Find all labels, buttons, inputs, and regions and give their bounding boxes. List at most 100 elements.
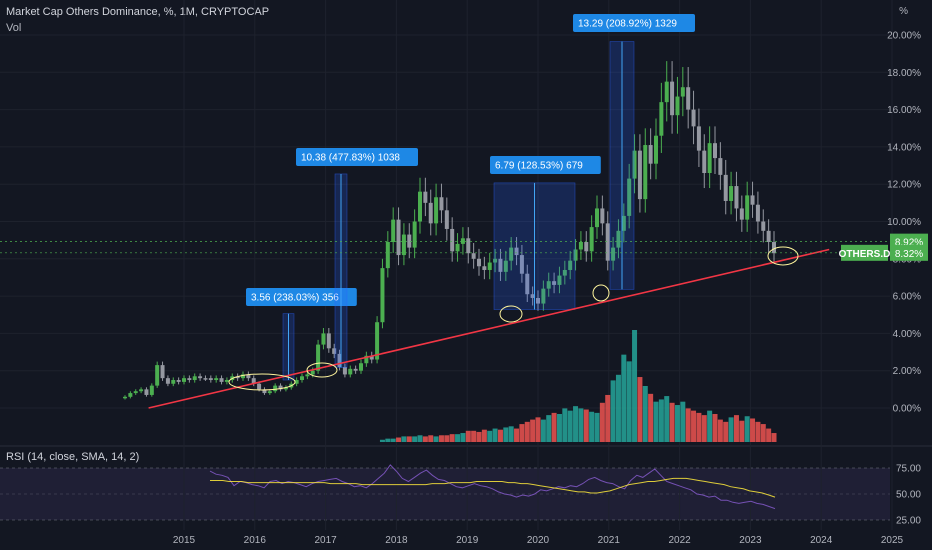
- measure-label: 3.56 (238.03%) 356: [251, 293, 339, 304]
- candle: [407, 234, 412, 248]
- volume-bar: [691, 410, 697, 442]
- candle: [434, 197, 439, 224]
- candle: [182, 378, 186, 382]
- volume-bar: [438, 435, 444, 442]
- candle: [503, 260, 508, 272]
- candle: [578, 242, 583, 250]
- candle: [739, 208, 744, 220]
- volume-bar: [723, 421, 729, 442]
- volume-bar: [685, 408, 691, 442]
- candle: [664, 81, 669, 103]
- rsi-label: RSI (14, close, SMA, 14, 2): [6, 451, 140, 463]
- symbol-tag-bg: [841, 244, 888, 261]
- volume-bar: [589, 411, 595, 442]
- volume-bar: [519, 424, 525, 442]
- volume-bar: [546, 415, 552, 442]
- candle: [450, 228, 455, 252]
- volume-bar: [642, 386, 648, 442]
- candle: [171, 380, 176, 384]
- candle: [541, 288, 546, 304]
- volume-bar: [444, 435, 450, 442]
- candle: [128, 393, 133, 397]
- volume-bar: [433, 436, 439, 442]
- candle: [219, 378, 224, 382]
- candle: [471, 253, 476, 259]
- candle: [498, 258, 503, 272]
- volume-bar: [637, 377, 643, 442]
- volume-bar: [379, 439, 385, 442]
- candle: [369, 355, 374, 360]
- volume-bar: [701, 415, 707, 442]
- volume-bar: [530, 419, 536, 442]
- rsi-sma-line: [210, 477, 776, 498]
- measure-label-bg: [296, 148, 418, 166]
- x-tick-label: 2019: [456, 535, 479, 546]
- candle: [337, 353, 342, 367]
- candle: [755, 204, 760, 222]
- volume-bar: [766, 428, 772, 442]
- candle: [380, 268, 385, 323]
- candle: [637, 150, 642, 200]
- volume-bar: [497, 429, 503, 442]
- volume-bar: [385, 438, 391, 442]
- volume-bar: [605, 394, 611, 442]
- candle: [375, 322, 380, 360]
- touch-ellipse: [228, 373, 296, 391]
- candle: [734, 186, 739, 209]
- candle: [530, 294, 535, 298]
- candle: [691, 109, 696, 127]
- volume-bar: [599, 402, 605, 442]
- volume-bar: [771, 433, 777, 442]
- candle: [321, 333, 326, 345]
- chart-title: Market Cap Others Dominance, %, 1M, CRYP…: [6, 6, 270, 18]
- candle: [332, 348, 337, 354]
- measure-label-bg: [246, 288, 357, 306]
- candle: [246, 374, 251, 379]
- candle: [214, 378, 219, 381]
- volume-bar: [653, 401, 659, 442]
- candle: [149, 385, 154, 395]
- price-tag-bg: [890, 244, 928, 261]
- candle: [144, 389, 149, 395]
- candle: [396, 219, 401, 256]
- candle: [251, 378, 256, 384]
- candle: [525, 273, 530, 295]
- candle: [165, 378, 170, 384]
- candle: [718, 158, 723, 175]
- price-tag: 8.32%: [895, 249, 923, 260]
- measure-label-bg: [490, 156, 601, 174]
- volume-bar: [460, 433, 466, 442]
- measure-label-bg: [573, 14, 695, 32]
- x-tick-label: 2016: [244, 535, 267, 546]
- rsi-tick-label: 25.00: [896, 516, 921, 527]
- candle: [605, 223, 610, 261]
- candle: [283, 387, 288, 390]
- volume-bar: [412, 436, 418, 442]
- volume-bar: [739, 420, 745, 442]
- candle: [203, 378, 208, 380]
- touch-ellipse: [592, 284, 610, 302]
- candle: [675, 96, 680, 116]
- volume-bar: [428, 435, 434, 442]
- y-tick-label: 2.00%: [893, 366, 921, 377]
- volume-bar: [648, 393, 654, 442]
- candle: [257, 383, 262, 390]
- candle: [208, 378, 213, 381]
- volume-bar: [396, 437, 402, 442]
- candle: [546, 281, 551, 289]
- candle: [723, 174, 728, 201]
- touch-ellipse: [499, 305, 523, 323]
- volume-bar: [540, 419, 546, 442]
- candle: [552, 281, 557, 285]
- candle: [310, 370, 315, 375]
- volume-bar: [481, 429, 487, 442]
- volume-bar: [760, 424, 766, 442]
- candle: [198, 376, 203, 379]
- candle: [224, 380, 229, 382]
- candle: [648, 145, 653, 164]
- y-tick-label: 14.00%: [887, 142, 921, 153]
- candle: [595, 208, 599, 228]
- x-tick-label: 2017: [314, 535, 337, 546]
- y-tick-label: 12.00%: [887, 180, 921, 191]
